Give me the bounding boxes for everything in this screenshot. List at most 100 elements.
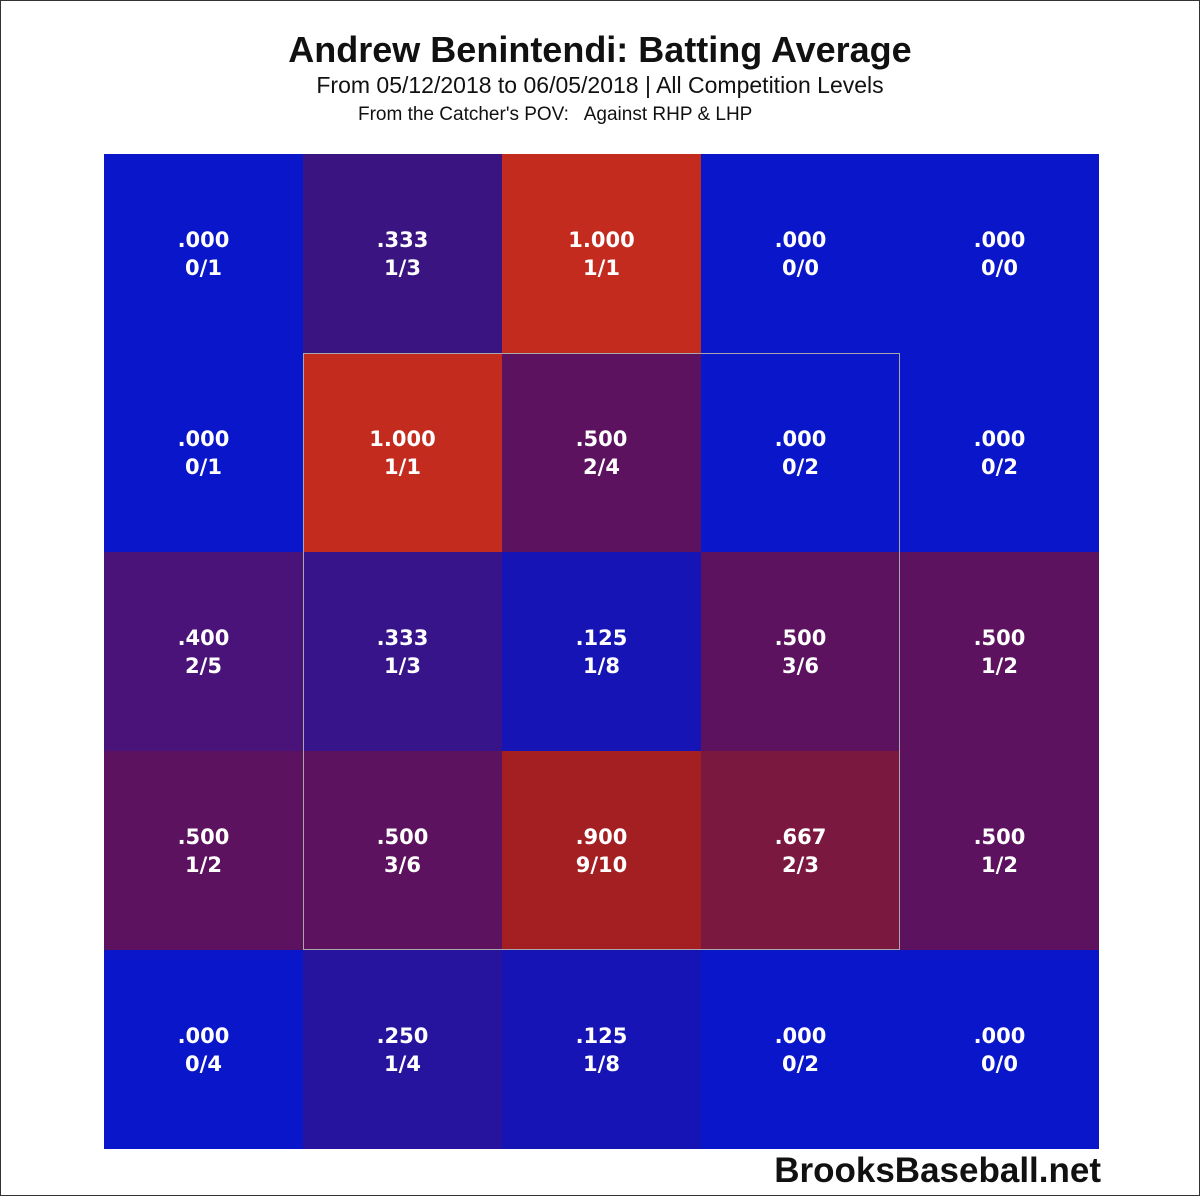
- hits-at-bats-value: 0/4: [185, 1052, 222, 1076]
- zone-cell-r2-c3: .500 3/6: [701, 552, 900, 751]
- hits-at-bats-value: 3/6: [782, 654, 819, 678]
- hits-at-bats-value: 1/8: [583, 654, 620, 678]
- hits-at-bats-value: 0/0: [782, 256, 819, 280]
- zone-cell-r4-c3: .000 0/2: [701, 950, 900, 1149]
- zone-cell-r4-c2: .125 1/8: [502, 950, 701, 1149]
- hits-at-bats-value: 1/2: [981, 654, 1018, 678]
- zone-cell-r1-c0: .000 0/1: [104, 353, 303, 552]
- zone-grid: .000 0/1.333 1/3 1.000 1/1.000 0/0.000 0/0.000…: [104, 154, 1099, 1149]
- batting-average-value: 1.000: [568, 228, 635, 252]
- hits-at-bats-value: 9/10: [575, 853, 628, 877]
- hits-at-bats-value: 1/3: [384, 256, 421, 280]
- zone-cell-label: .000 0/2: [900, 425, 1099, 481]
- hits-at-bats-value: 2/5: [185, 654, 222, 678]
- batting-average-value: .000: [774, 427, 827, 451]
- zone-cell-label: .333 1/3: [303, 624, 502, 680]
- hits-at-bats-value: 0/1: [185, 256, 222, 280]
- zone-cell-label: .000 0/1: [104, 425, 303, 481]
- zone-cell-r2-c0: .400 2/5: [104, 552, 303, 751]
- zone-cell-label: .000 0/0: [900, 226, 1099, 282]
- zone-cell-r3-c0: .500 1/2: [104, 751, 303, 950]
- zone-cell-label: .125 1/8: [502, 1022, 701, 1078]
- zone-cell-r4-c0: .000 0/4: [104, 950, 303, 1149]
- batting-average-value: .125: [575, 1024, 628, 1048]
- zone-cell-r2-c4: .500 1/2: [900, 552, 1099, 751]
- batting-average-value: .000: [177, 228, 230, 252]
- hits-at-bats-value: 0/0: [981, 256, 1018, 280]
- zone-cell-label: .500 3/6: [701, 624, 900, 680]
- zone-cell-label: .500 2/4: [502, 425, 701, 481]
- hits-at-bats-value: 1/3: [384, 654, 421, 678]
- zone-cell-label: .667 2/3: [701, 823, 900, 879]
- batting-average-value: .250: [376, 1024, 429, 1048]
- zone-cell-r4-c4: .000 0/0: [900, 950, 1099, 1149]
- batting-average-value: 1.000: [369, 427, 436, 451]
- batting-average-value: .000: [177, 427, 230, 451]
- hits-at-bats-value: 1/2: [981, 853, 1018, 877]
- batting-average-value: .333: [376, 626, 429, 650]
- hits-at-bats-value: 1/2: [185, 853, 222, 877]
- zone-cell-label: .125 1/8: [502, 624, 701, 680]
- batting-average-value: .500: [973, 825, 1026, 849]
- zone-cell-r3-c3: .667 2/3: [701, 751, 900, 950]
- hits-at-bats-value: 0/1: [185, 455, 222, 479]
- pitcher-hand-label: Against RHP & LHP: [583, 104, 753, 125]
- pov-caption: From the Catcher's POV: Against RHP & LH…: [358, 104, 752, 126]
- watermark: BrooksBaseball.net: [774, 1151, 1101, 1190]
- batting-average-value: .400: [177, 626, 230, 650]
- zone-cell-r1-c4: .000 0/2: [900, 353, 1099, 552]
- zone-cell-label: .500 1/2: [104, 823, 303, 879]
- batting-average-value: .000: [774, 1024, 827, 1048]
- zone-cell-label: .500 3/6: [303, 823, 502, 879]
- zone-cell-label: .900 9/10: [502, 823, 701, 879]
- zone-cell-label: .000 0/2: [701, 1022, 900, 1078]
- zone-cell-label: .400 2/5: [104, 624, 303, 680]
- zone-cell-r2-c1: .333 1/3: [303, 552, 502, 751]
- zone-cell-r0-c4: .000 0/0: [900, 154, 1099, 353]
- batting-average-value: .333: [376, 228, 429, 252]
- zone-cell-r1-c2: .500 2/4: [502, 353, 701, 552]
- batting-average-value: .000: [177, 1024, 230, 1048]
- batting-average-value: .000: [973, 228, 1026, 252]
- batting-average-value: .500: [774, 626, 827, 650]
- zone-cell-label: .000 0/0: [701, 226, 900, 282]
- batting-average-value: .000: [774, 228, 827, 252]
- hits-at-bats-value: 3/6: [384, 853, 421, 877]
- zone-cell-r4-c1: .250 1/4: [303, 950, 502, 1149]
- hits-at-bats-value: 2/3: [782, 853, 819, 877]
- zone-cell-r3-c2: .900 9/10: [502, 751, 701, 950]
- zone-cell-label: .000 0/0: [900, 1022, 1099, 1078]
- zone-cell-label: .250 1/4: [303, 1022, 502, 1078]
- batting-average-value: .500: [973, 626, 1026, 650]
- chart-subtitle: From 05/12/2018 to 06/05/2018 | All Comp…: [316, 72, 884, 98]
- zone-cell-r3-c1: .500 3/6: [303, 751, 502, 950]
- zone-cell-label: .000 0/1: [104, 226, 303, 282]
- zone-cell-label: .333 1/3: [303, 226, 502, 282]
- zone-cell-label: 1.000 1/1: [303, 425, 502, 481]
- zone-cell-label: 1.000 1/1: [502, 226, 701, 282]
- batting-average-value: .000: [973, 427, 1026, 451]
- hits-at-bats-value: 0/0: [981, 1052, 1018, 1076]
- hits-at-bats-value: 1/1: [384, 455, 421, 479]
- hits-at-bats-value: 1/4: [384, 1052, 421, 1076]
- batting-average-value: .667: [774, 825, 827, 849]
- zone-cell-label: .000 0/2: [701, 425, 900, 481]
- batting-average-value: .500: [376, 825, 429, 849]
- hits-at-bats-value: 1/8: [583, 1052, 620, 1076]
- zone-cell-label: .000 0/4: [104, 1022, 303, 1078]
- hits-at-bats-value: 1/1: [583, 256, 620, 280]
- batting-average-value: .500: [177, 825, 230, 849]
- zone-cell-r0-c2: 1.000 1/1: [502, 154, 701, 353]
- pov-label: From the Catcher's POV:: [358, 104, 569, 125]
- zone-cell-r3-c4: .500 1/2: [900, 751, 1099, 950]
- zone-cell-r1-c3: .000 0/2: [701, 353, 900, 552]
- hits-at-bats-value: 0/2: [981, 455, 1018, 479]
- zone-cell-r0-c1: .333 1/3: [303, 154, 502, 353]
- batting-average-value: .900: [575, 825, 628, 849]
- batting-average-value: .500: [575, 427, 628, 451]
- zone-cell-r0-c3: .000 0/0: [701, 154, 900, 353]
- batting-average-value: .125: [575, 626, 628, 650]
- zone-cell-r1-c1: 1.000 1/1: [303, 353, 502, 552]
- batting-average-value: .000: [973, 1024, 1026, 1048]
